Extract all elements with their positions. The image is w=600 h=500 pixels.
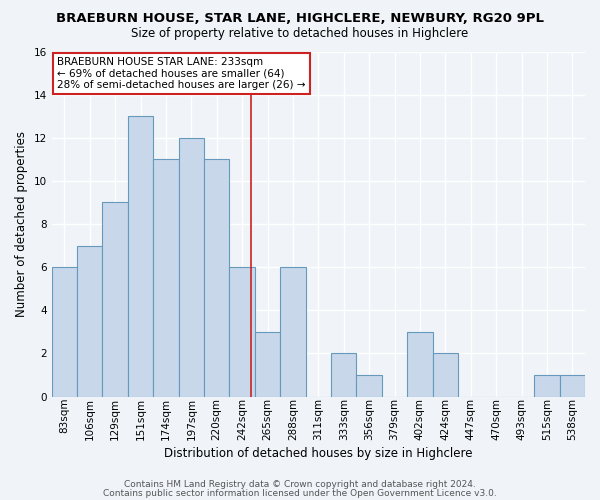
- Text: Contains HM Land Registry data © Crown copyright and database right 2024.: Contains HM Land Registry data © Crown c…: [124, 480, 476, 489]
- Text: BRAEBURN HOUSE STAR LANE: 233sqm
← 69% of detached houses are smaller (64)
28% o: BRAEBURN HOUSE STAR LANE: 233sqm ← 69% o…: [57, 56, 305, 90]
- Bar: [356, 375, 382, 396]
- Y-axis label: Number of detached properties: Number of detached properties: [15, 131, 28, 317]
- Bar: [255, 332, 280, 396]
- Text: Size of property relative to detached houses in Highclere: Size of property relative to detached ho…: [131, 28, 469, 40]
- Bar: [534, 375, 560, 396]
- X-axis label: Distribution of detached houses by size in Highclere: Distribution of detached houses by size …: [164, 447, 473, 460]
- Bar: [52, 267, 77, 396]
- Bar: [560, 375, 585, 396]
- Bar: [128, 116, 153, 396]
- Bar: [433, 354, 458, 397]
- Bar: [229, 267, 255, 396]
- Bar: [331, 354, 356, 397]
- Bar: [103, 202, 128, 396]
- Bar: [280, 267, 305, 396]
- Bar: [179, 138, 204, 396]
- Bar: [407, 332, 433, 396]
- Bar: [153, 160, 179, 396]
- Text: BRAEBURN HOUSE, STAR LANE, HIGHCLERE, NEWBURY, RG20 9PL: BRAEBURN HOUSE, STAR LANE, HIGHCLERE, NE…: [56, 12, 544, 26]
- Bar: [77, 246, 103, 396]
- Bar: [204, 160, 229, 396]
- Text: Contains public sector information licensed under the Open Government Licence v3: Contains public sector information licen…: [103, 488, 497, 498]
